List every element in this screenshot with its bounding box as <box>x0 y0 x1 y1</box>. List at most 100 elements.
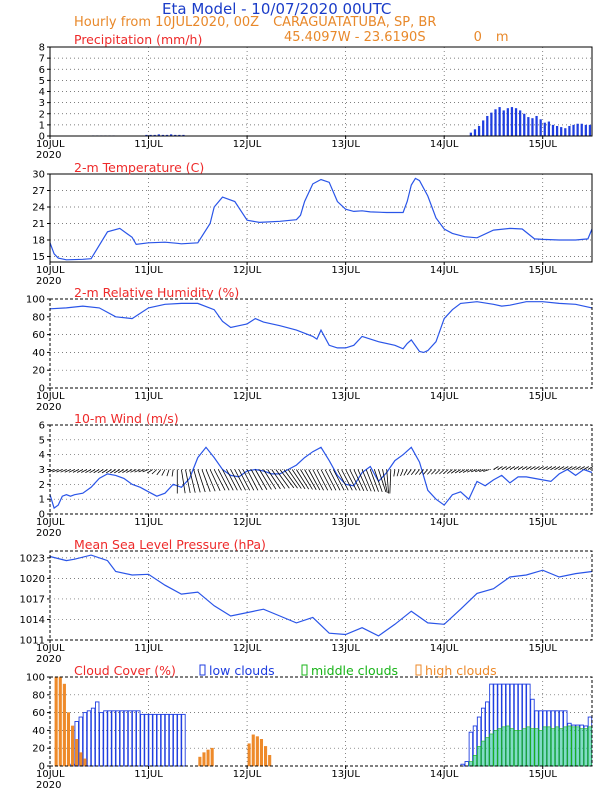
x-axis-year: 2020 <box>36 276 61 287</box>
y-tick-label: 1017 <box>20 594 45 605</box>
middle-cloud-bar <box>530 728 535 767</box>
wind-barb <box>483 469 490 472</box>
wind-barb <box>400 469 404 476</box>
x-axis-year: 2020 <box>36 528 61 539</box>
wind-barb <box>156 469 162 476</box>
x-tick-label: 15JUL <box>528 517 557 528</box>
wind-barb <box>575 466 581 470</box>
precip-bar <box>169 134 173 136</box>
x-tick-label: 14JUL <box>430 391 459 402</box>
precip-bar <box>539 119 542 136</box>
middle-cloud-bar <box>555 726 560 767</box>
low-cloud-bar <box>156 713 162 767</box>
wind-barb <box>513 466 520 470</box>
middle-cloud-bar <box>505 725 510 767</box>
x-tick-label: 12JUL <box>233 391 262 402</box>
precip-bar <box>572 124 575 136</box>
wind-barb <box>567 466 573 470</box>
y-tick-label: 1023 <box>20 553 45 564</box>
station-coords: 45.4097W - 23.6190S <box>284 30 426 45</box>
low-cloud-bar <box>123 710 129 767</box>
wind-barb <box>209 469 221 491</box>
wind-barb <box>423 469 429 475</box>
middle-cloud-bar <box>489 733 494 767</box>
x-tick-label: 15JUL <box>528 643 557 654</box>
wind-barb <box>238 469 251 491</box>
y-tick-label: 1014 <box>20 615 45 626</box>
wind-barbs <box>48 466 594 494</box>
wind-barb <box>538 466 544 470</box>
precip-bar <box>182 134 185 136</box>
wind-barb <box>337 469 349 491</box>
middle-cloud-bar <box>481 740 486 767</box>
low-cloud-bar <box>86 710 92 767</box>
precip-bar <box>564 128 567 136</box>
panel-title-precip: Precipitation (mm/h) <box>74 32 202 47</box>
precip-bar <box>576 123 579 136</box>
y-tick-label: 8 <box>39 43 45 54</box>
wind-barb <box>458 469 465 474</box>
y-tick-label: 60 <box>32 708 45 719</box>
y-tick-label: 15 <box>32 252 45 263</box>
legend-swatch-2 <box>415 664 422 676</box>
y-tick-label: 20 <box>32 366 45 377</box>
legend-label-0: low clouds <box>209 663 275 678</box>
wind-barb <box>130 469 137 473</box>
x-axis-year: 2020 <box>36 150 61 161</box>
wind-barb <box>217 469 230 491</box>
y-tick-label: 6 <box>39 65 45 76</box>
y-tick-label: 2 <box>39 109 45 120</box>
wind-barb <box>414 469 420 475</box>
wind-barb <box>439 469 445 475</box>
high-cloud-bar <box>206 749 210 767</box>
wind-barb <box>546 466 553 470</box>
cloud-legend: low clouds middle clouds high clouds <box>199 663 497 678</box>
precip-bar <box>174 134 177 136</box>
wind-barb <box>587 466 594 470</box>
wind-barb <box>308 469 321 491</box>
station-elevation-unit: m <box>495 30 509 45</box>
wind-barb <box>222 469 234 491</box>
high-cloud-bar <box>79 752 83 767</box>
precip-bar <box>568 125 571 136</box>
x-tick-label: 13JUL <box>331 139 360 150</box>
wind-barb <box>93 469 100 474</box>
wind-barb <box>427 469 433 475</box>
middle-cloud-bar <box>575 726 580 767</box>
wind-barb <box>505 466 511 470</box>
low-cloud-bar <box>173 713 178 767</box>
y-tick-label: 100 <box>26 295 45 306</box>
wind-barb <box>185 469 191 494</box>
wind-barb <box>138 469 145 473</box>
wind-barb <box>197 469 206 493</box>
wind-barb <box>501 466 507 470</box>
precip-bar <box>482 120 485 136</box>
wind-barb <box>497 466 503 470</box>
precip-bar <box>547 121 551 136</box>
low-cloud-bar <box>107 710 112 767</box>
low-cloud-bar <box>136 710 141 767</box>
x-tick-label: 14JUL <box>430 643 459 654</box>
y-tick-label: 7 <box>39 54 45 65</box>
wind-barb <box>105 469 112 474</box>
middle-cloud-bar <box>526 726 531 767</box>
wind-barb <box>328 469 341 491</box>
y-tick-label: 0 <box>39 384 45 395</box>
x-tick-label: 11JUL <box>134 391 163 402</box>
wind-barb <box>234 469 246 491</box>
precip-bar <box>527 117 530 136</box>
wind-barb <box>300 469 313 490</box>
y-tick-label: 60 <box>32 330 45 341</box>
wind-barb <box>324 469 337 491</box>
precip-bar <box>157 134 160 136</box>
x-tick-label: 14JUL <box>430 517 459 528</box>
y-tick-label: 0 <box>39 132 45 143</box>
middle-cloud-bar <box>493 730 498 767</box>
x-tick-label: 13JUL <box>331 391 360 402</box>
precip-bar <box>580 123 583 136</box>
precip-bar <box>514 108 518 136</box>
x-tick-label: 14JUL <box>430 265 459 276</box>
wind-barb <box>52 469 59 473</box>
middle-cloud-bar <box>472 755 478 767</box>
